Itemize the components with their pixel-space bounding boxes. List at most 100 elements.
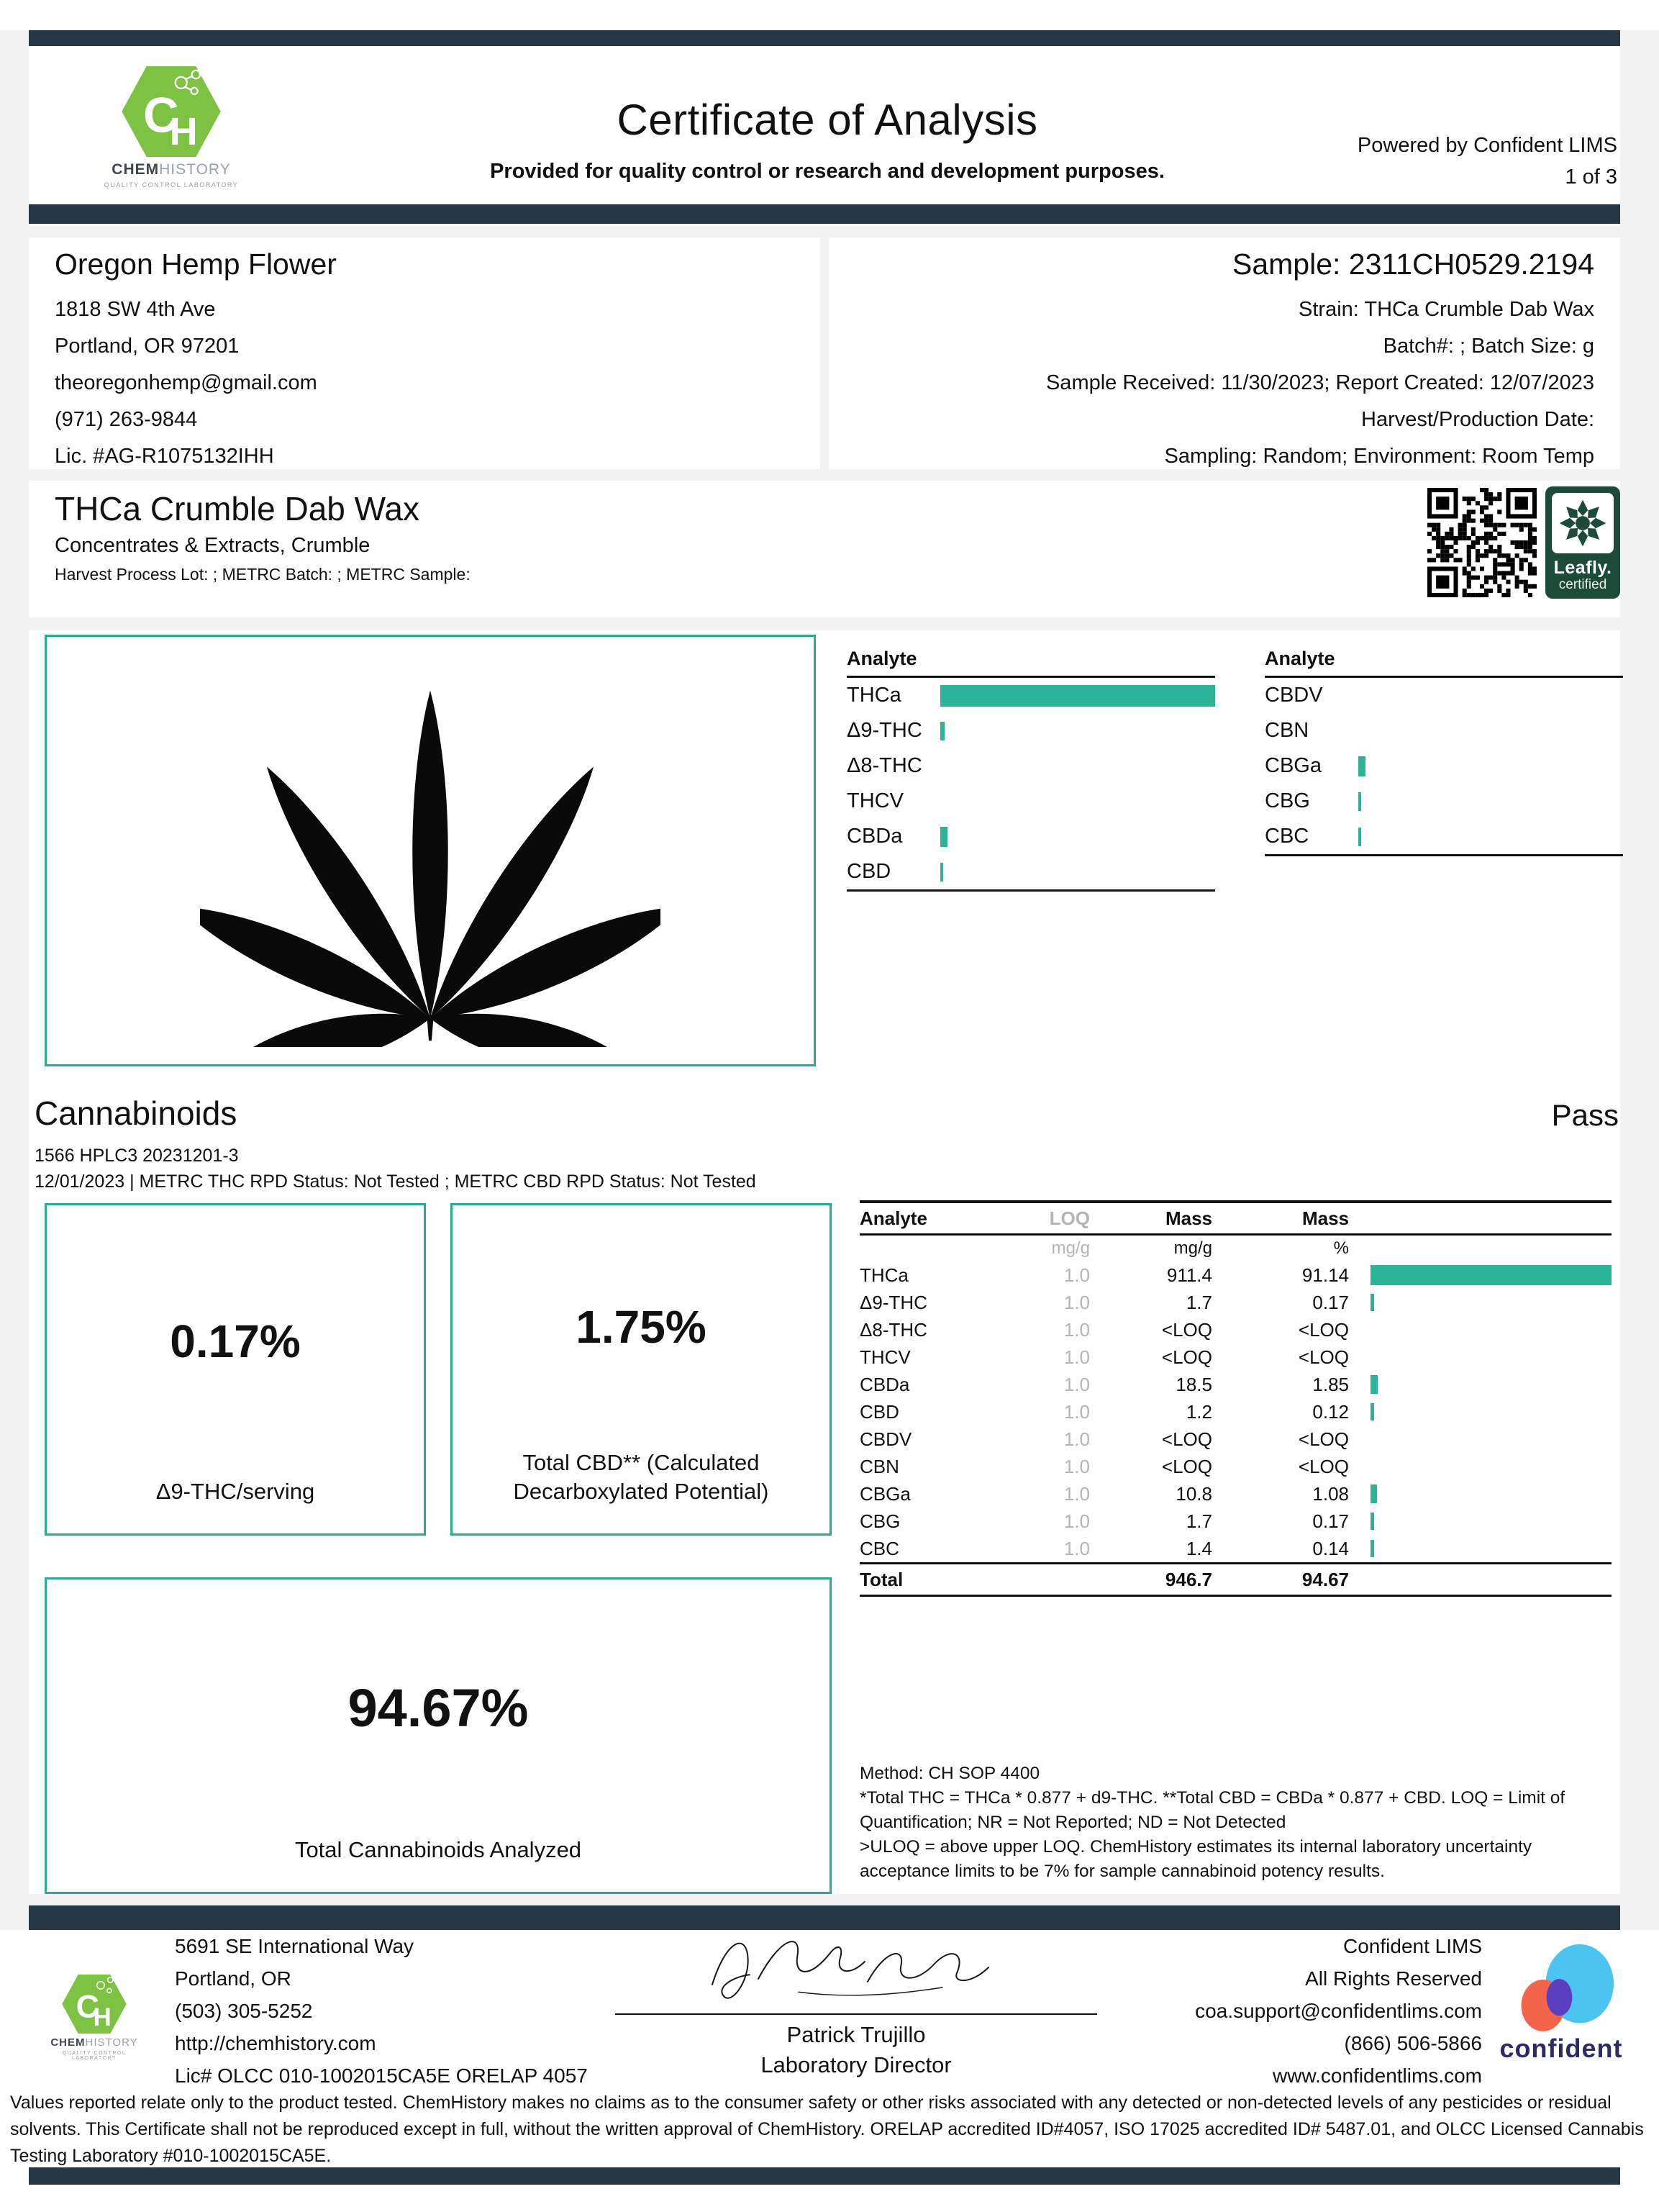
analyte-row: Δ8-THC [847,748,1215,784]
analyte-label: CBDa [847,825,903,848]
table-bar-area [1371,1264,1612,1287]
table-row: CBDV 1.0 <LOQ <LOQ [860,1425,1612,1453]
table-row: CBD 1.0 1.2 0.12 [860,1398,1612,1425]
chemhistory-wordmark: CHEMHISTORY [99,161,243,178]
cell-mass-mgg: 1.7 [1186,1510,1212,1532]
link-text[interactable]: coa.support@confidentlims.com [1195,2000,1482,2022]
info-line: 1818 SW 4th Ave [55,298,216,321]
unit-cell: % [1333,1238,1349,1258]
info-line: Lic# OLCC 010-1002015CA5E ORELAP 4057 [175,2064,588,2087]
chemhistory-footer-tagline: QUALITY CONTROL LABORATORY [62,2051,127,2061]
cell-mass-pct: <LOQ [1298,1346,1349,1368]
rule [860,1200,1612,1203]
cell-loq: 1.0 [1063,1264,1090,1286]
table-row: CBG 1.0 1.7 0.17 [860,1508,1612,1535]
client-info-card: Oregon Hemp Flower 1818 SW 4th Ave Portla… [29,237,820,469]
right-margin [1620,30,1659,1930]
cell-analyte: CBC [860,1537,899,1559]
lab-address-block: 5691 SE International Way Portland, OR (50… [175,1930,621,2092]
table-bar-area [1371,1291,1612,1314]
cell-mass-mgg: <LOQ [1161,1346,1212,1368]
cell-mass-pct: <LOQ [1298,1455,1349,1477]
table-bar-area [1371,1482,1612,1505]
top-bar [29,30,1620,46]
stat-caption: Δ9-THC/serving [155,1479,315,1504]
analyte-label: CBC [1265,825,1309,848]
rule [860,1233,1612,1236]
divider-gap [29,617,1620,630]
chemhistory-wordmark-chem: CHEM [50,2036,86,2049]
cell-loq: 1.0 [1063,1428,1090,1450]
link-text[interactable]: http://chemhistory.com [175,2032,376,2054]
analyte-label: Δ9-THC [847,719,922,742]
table-bar-area [1371,1455,1612,1478]
analyte-bar-area [940,790,1215,813]
table-body: THCa 1.0 911.4 91.14 Δ9-THC 1.0 1.7 0.17 Δ8-THC 1… [860,1261,1612,1562]
analyte-bar-area [940,684,1215,707]
cell-analyte: CBN [860,1455,899,1477]
section-title: Cannabinoids [35,1094,237,1132]
signature-rule [615,2013,1097,2015]
cell-analyte: THCV [860,1346,911,1368]
link-text[interactable]: theoregonhemp@gmail.com [55,371,317,394]
analyte-bar-area [940,755,1215,778]
product-card: THCa Crumble Dab Wax Concentrates & Extr… [29,481,1620,617]
analyte-row: CBD [847,854,1215,889]
chemhistory-wordmark-chem: CHEM [112,161,160,178]
analyte-bar [940,862,943,881]
analyte-row: THCV [847,784,1215,819]
stat-box-d9thc-serving: 0.17% Δ9-THC/serving [45,1203,426,1536]
chemhistory-tagline: QUALITY CONTROL LABORATORY [104,181,239,189]
table-bar-area [1371,1346,1612,1369]
analyte-row: CBDV [1265,678,1623,713]
header-bottom-bar [29,204,1620,224]
cell-loq: 1.0 [1063,1346,1090,1368]
cell-loq: 1.0 [1063,1510,1090,1532]
table-header-row: Analyte LOQ Mass Mass [860,1203,1612,1233]
chemhistory-wordmark-history: HISTORY [159,161,231,178]
leafly-certified-label: certified [1558,577,1607,592]
table-bar [1371,1375,1378,1394]
sample-id: Sample: 2311CH0529.2194 [1232,248,1594,281]
method-line: *Total THC = THCa * 0.877 + d9-THC. **To… [860,1788,1565,1832]
info-line: Sample Received: 11/30/2023; Report Crea… [1045,371,1594,394]
cell-mass-pct: 1.08 [1312,1482,1349,1505]
stat-value: 94.67% [347,1677,529,1738]
analyte-bar-area [1358,755,1623,778]
cell-mass-pct: 1.85 [1312,1373,1349,1395]
rule [1265,854,1623,856]
rule [860,1562,1612,1564]
analyte-bar-area [1358,720,1623,743]
analyte-column-header: Analyte [847,648,917,669]
info-line: (866) 506-5866 [1344,2032,1482,2054]
page-number: 1 of 3 [1565,166,1617,189]
stat-value: 0.17% [170,1315,301,1367]
unit-cell: mg/g [1173,1238,1212,1258]
table-row: CBGa 1.0 10.8 1.08 [860,1480,1612,1508]
left-margin [0,30,29,1930]
product-metrc-line: Harvest Process Lot: ; METRC Batch: ; ME… [55,565,471,584]
chemhistory-footer-wordmark: CHEMHISTORY [40,2036,148,2049]
divider-gap [820,237,829,469]
total-mass-pct: 94.67 [1301,1568,1349,1590]
signatory-title: Laboratory Director [760,2052,952,2077]
analyte-bar [1358,827,1361,846]
cannabinoid-table: Analyte LOQ Mass Mass mg/g mg/g % THCa 1.… [860,1200,1612,1597]
confident-wordmark: confident [1499,2034,1623,2063]
stat-box-total-cannabinoids: 94.67% Total Cannabinoids Analyzed [45,1577,832,1894]
qr-code [1427,488,1537,597]
sample-lines: Strain: THCa Crumble Dab Wax Batch#: ; Ba… [829,291,1594,475]
analyte-bar [940,684,1215,707]
stat-caption: Total Cannabinoids Analyzed [294,1837,582,1862]
analyte-bar-area [1358,825,1623,848]
analyte-label: CBDV [1265,684,1323,707]
cell-mass-pct: 0.17 [1312,1291,1349,1313]
svg-text:C: C [143,88,179,143]
col-header-analyte: Analyte [860,1207,927,1229]
cell-analyte: Δ9-THC [860,1291,927,1313]
table-bar-area [1371,1373,1612,1396]
link-text[interactable]: www.confidentlims.com [1273,2064,1482,2087]
analyte-label: CBD [847,860,891,883]
info-line: Sampling: Random; Environment: Room Temp [1164,445,1594,468]
confident-logo-icon [1504,1943,1626,2036]
